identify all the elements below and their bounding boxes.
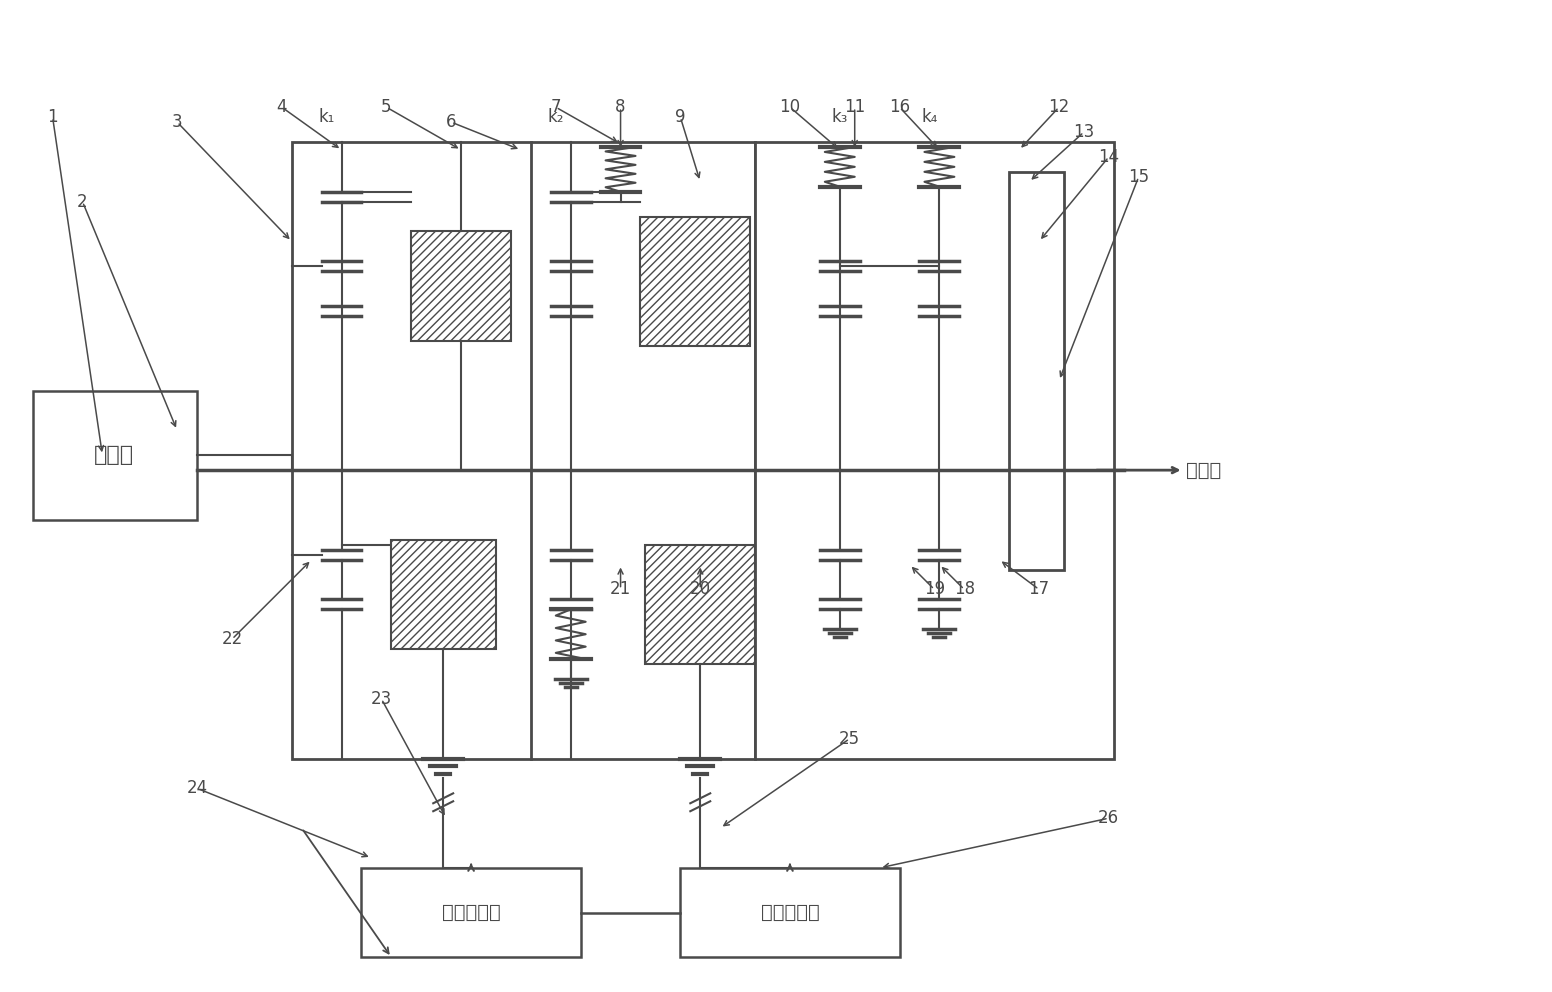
Text: 1: 1	[47, 108, 57, 126]
Text: 10: 10	[779, 98, 801, 116]
Text: 12: 12	[1048, 98, 1069, 116]
Text: 6: 6	[445, 113, 456, 131]
Text: 20: 20	[689, 580, 711, 598]
Bar	[756, 142, 1114, 470]
Text: 电机控制器: 电机控制器	[442, 903, 500, 923]
Text: 输出轴: 输出轴	[1186, 460, 1221, 480]
Text: k₁: k₁	[318, 108, 335, 126]
Text: k₃: k₃	[832, 108, 847, 126]
Text: 9: 9	[675, 108, 686, 126]
Text: 17: 17	[1029, 580, 1049, 598]
Text: 2: 2	[78, 192, 88, 210]
Text: 7: 7	[551, 98, 560, 116]
Text: 18: 18	[954, 580, 975, 598]
Bar	[1009, 172, 1065, 569]
Text: 23: 23	[371, 689, 393, 708]
Text: 16: 16	[889, 98, 909, 116]
Text: 5: 5	[382, 98, 391, 116]
Text: 15: 15	[1128, 168, 1150, 186]
Bar	[756, 470, 1114, 759]
Text: 22: 22	[222, 630, 242, 648]
Text: k₄: k₄	[922, 108, 937, 126]
Text: 动力电池组: 动力电池组	[760, 903, 819, 923]
Text: 3: 3	[172, 113, 183, 131]
Text: 21: 21	[610, 580, 632, 598]
Bar	[33, 391, 197, 520]
Bar	[411, 231, 511, 341]
Text: 11: 11	[844, 98, 866, 116]
Text: 4: 4	[276, 98, 287, 116]
Text: 发动机: 发动机	[95, 445, 135, 465]
Bar	[680, 868, 900, 957]
Bar	[646, 545, 756, 664]
Text: 24: 24	[186, 780, 208, 798]
Bar	[641, 216, 750, 346]
Text: 8: 8	[615, 98, 625, 116]
Text: 26: 26	[1099, 809, 1119, 827]
Bar	[362, 868, 580, 957]
Text: 13: 13	[1074, 123, 1094, 141]
Text: k₂: k₂	[548, 108, 563, 126]
Bar	[292, 470, 756, 759]
Text: 25: 25	[840, 730, 860, 748]
Text: 19: 19	[923, 580, 945, 598]
Bar	[391, 540, 497, 649]
Text: 14: 14	[1099, 148, 1119, 166]
Bar	[292, 142, 756, 470]
